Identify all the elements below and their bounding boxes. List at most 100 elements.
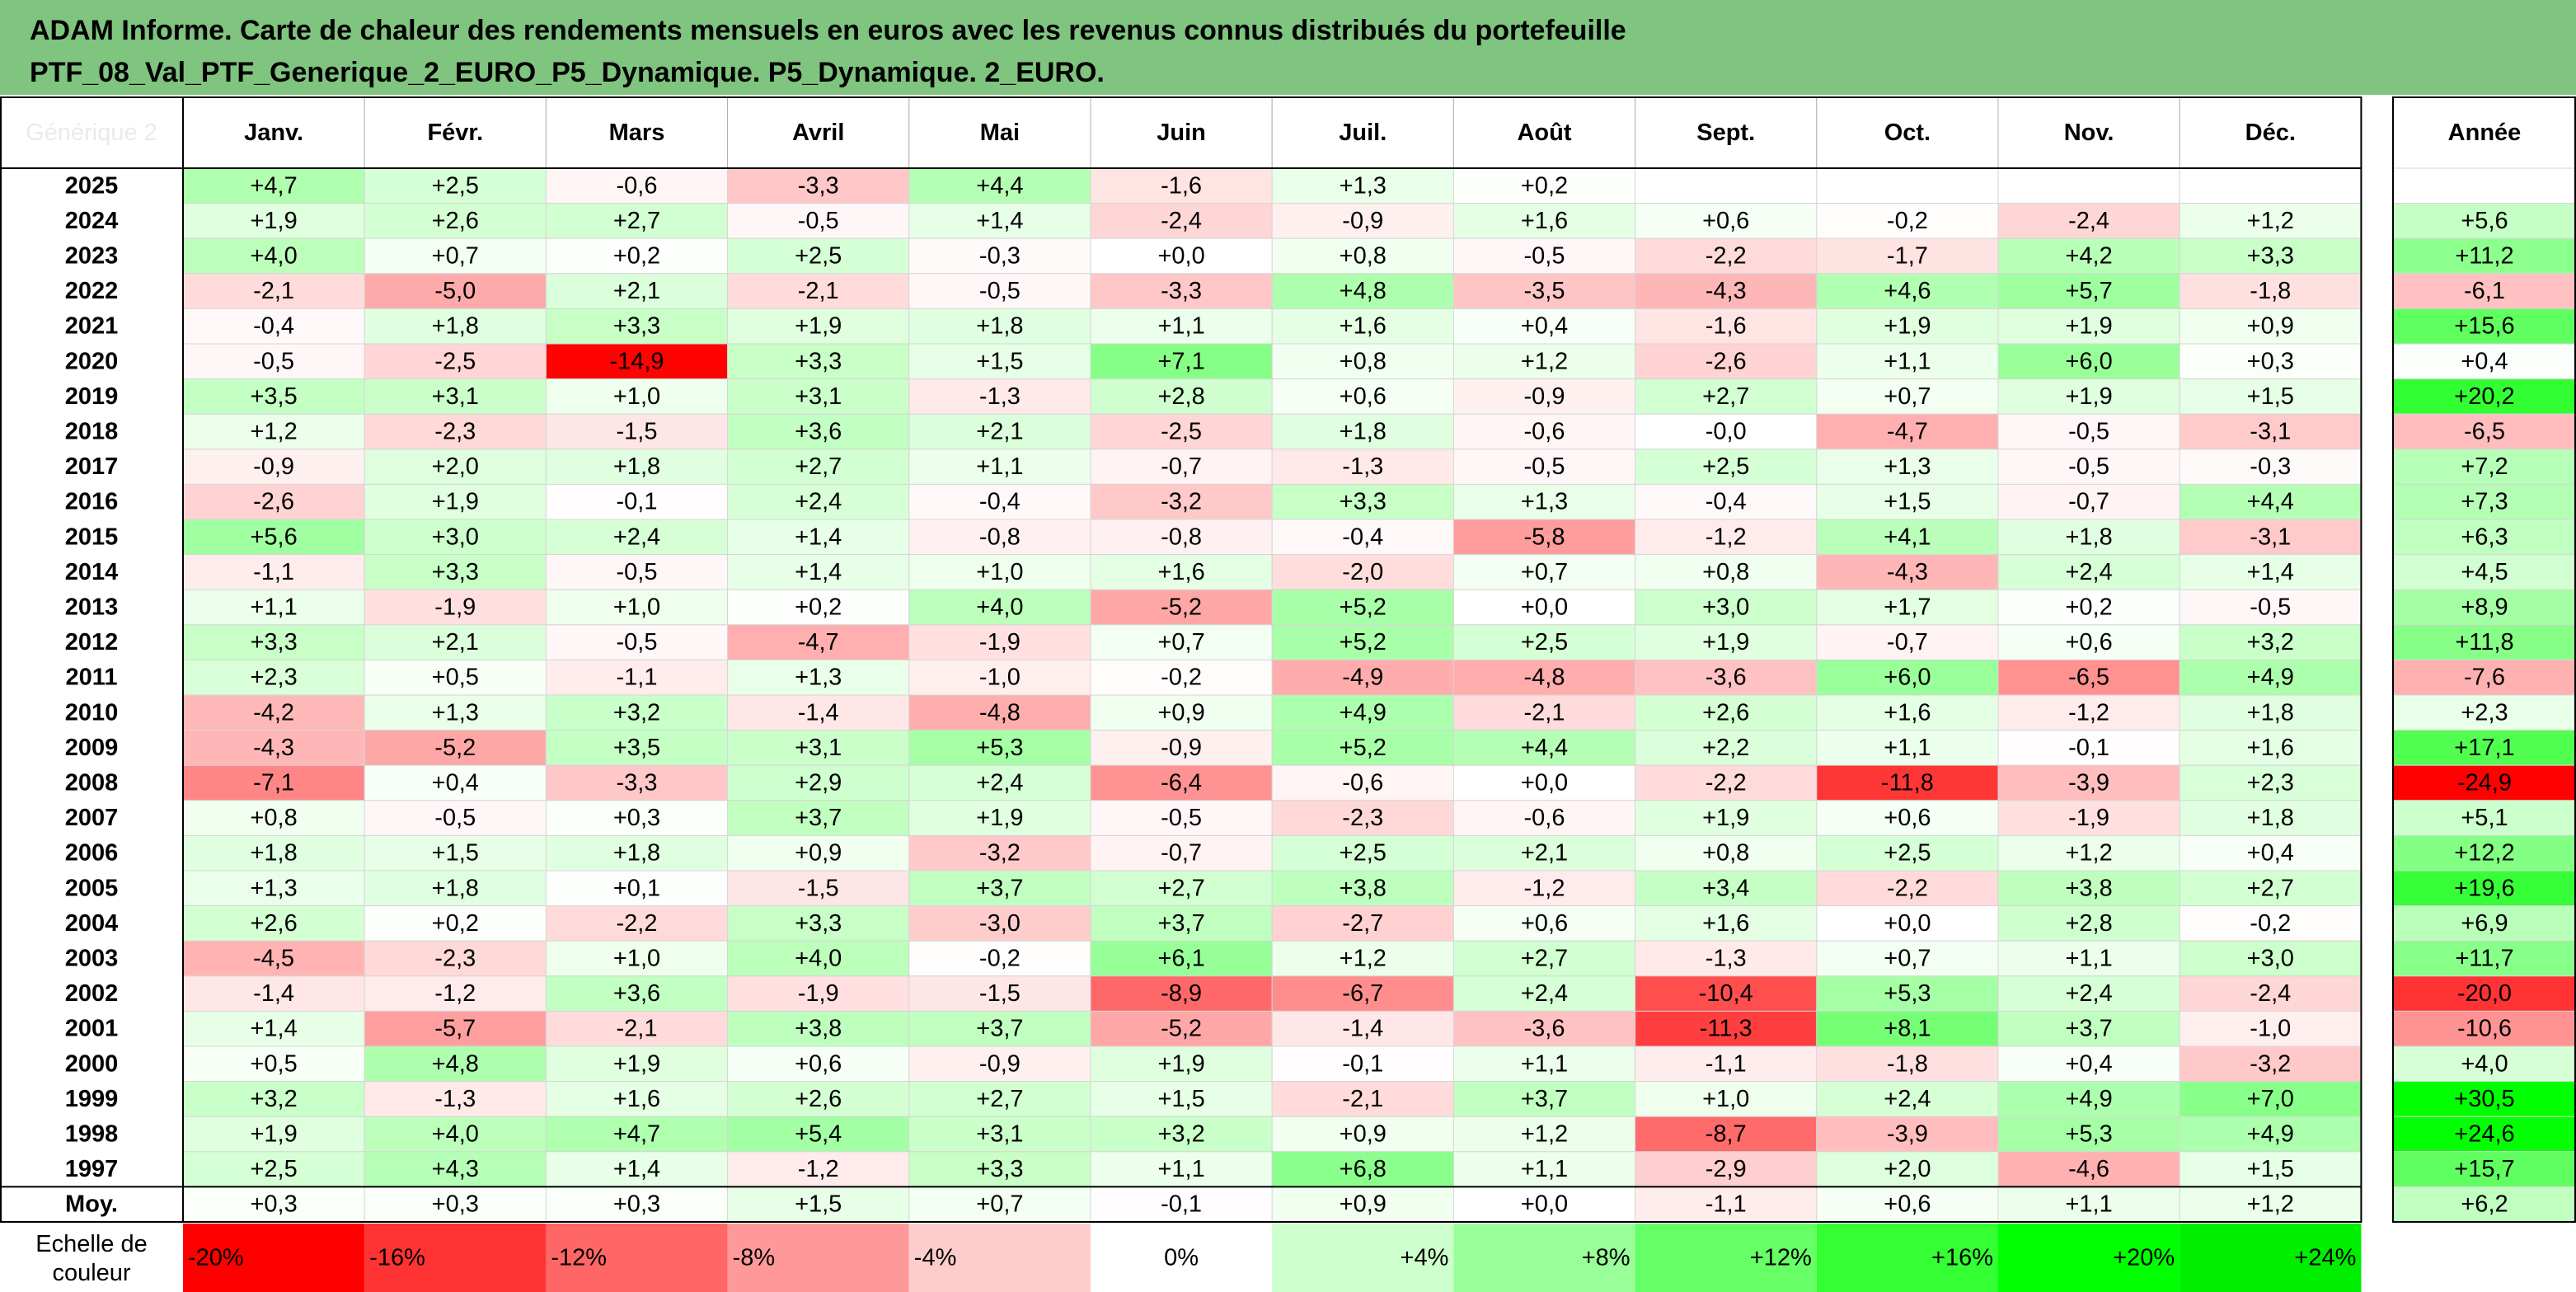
heatmap-cell	[1090, 308, 1273, 345]
heatmap-cell	[1816, 519, 1999, 556]
heatmap-cell	[908, 624, 1091, 660]
cell-value: +2,4	[795, 489, 842, 515]
cell-value: +1,4	[250, 1016, 297, 1042]
year-total-value: +17,1	[2454, 735, 2514, 761]
year-total-cell	[2392, 449, 2576, 485]
cell-value: -6,7	[1342, 980, 1383, 1007]
heatmap-cell	[182, 730, 365, 766]
heatmap-cell	[1816, 589, 1999, 626]
heatmap-cell	[1452, 694, 1636, 731]
cell-value: -1,9	[979, 629, 1021, 655]
cell-value: -0,5	[2068, 419, 2109, 445]
cell-value: +6,1	[1157, 946, 1204, 972]
report-title: ADAM Informe. Carte de chaleur des rende…	[0, 0, 2576, 95]
year-total-value: +4,5	[2461, 559, 2508, 585]
heatmap-cell	[1635, 483, 1818, 520]
cell-value: +1,6	[1157, 559, 1204, 585]
heatmap-cell	[727, 905, 910, 942]
heatmap-cell	[1090, 519, 1273, 556]
cell-value: +1,1	[1884, 735, 1931, 761]
heatmap-cell	[545, 589, 729, 626]
year-row-label: 2000	[65, 1050, 119, 1077]
heatmap-cell	[182, 519, 365, 556]
cell-value: -1,4	[798, 699, 839, 726]
heatmap-cell	[364, 659, 547, 696]
cell-value: +0,4	[432, 770, 479, 796]
heatmap-cell	[2179, 624, 2362, 660]
cell-value: +0,6	[1884, 1191, 1931, 1218]
cell-value: +2,7	[1157, 875, 1204, 901]
heatmap-cell	[1997, 203, 2180, 239]
cell-value: +0,0	[1884, 910, 1931, 937]
heatmap-cell	[1997, 273, 2180, 309]
cell-value: -7,1	[253, 770, 294, 796]
cell-value: +3,8	[1340, 875, 1387, 901]
cell-value: +2,5	[1340, 840, 1387, 867]
cell-value: +5,2	[1340, 629, 1387, 655]
heatmap-cell	[1816, 308, 1999, 345]
cell-value: -5,8	[1524, 524, 1565, 550]
cell-value: +1,9	[432, 489, 479, 515]
heatmap-cell	[364, 413, 547, 450]
heatmap-cell	[182, 694, 365, 731]
heatmap-cell	[1997, 554, 2180, 590]
heatmap-cell	[727, 519, 910, 556]
cell-value: -0,5	[617, 629, 658, 655]
cell-value: +2,6	[432, 208, 479, 234]
year-total-value: +6,2	[2461, 1191, 2508, 1218]
cell-value: +0,6	[795, 1050, 842, 1077]
cell-value: +2,1	[976, 419, 1023, 445]
cell-value: +3,7	[2065, 1016, 2112, 1042]
year-total-value: +20,2	[2454, 383, 2514, 410]
heatmap-cell	[1090, 905, 1273, 942]
year-total-cell	[2392, 519, 2576, 556]
heatmap-cell	[1090, 764, 1273, 801]
cell-value: +1,2	[1340, 946, 1387, 972]
heatmap-cell	[1816, 1151, 1999, 1187]
heatmap-cell	[1452, 1151, 1636, 1187]
cell-value: +1,9	[795, 313, 842, 340]
cell-value: +7,0	[2247, 1086, 2294, 1112]
cell-value: -1,9	[434, 594, 476, 621]
heatmap-cell	[908, 905, 1091, 942]
year-total-cell	[2392, 764, 2576, 801]
heatmap-cell	[1997, 519, 2180, 556]
heatmap-cell	[1635, 167, 1818, 204]
cell-value: -0,3	[979, 243, 1021, 270]
heatmap-cell	[1452, 308, 1636, 345]
cell-value: +1,0	[613, 946, 660, 972]
cell-value: -0,6	[617, 172, 658, 199]
cell-value: +1,1	[1521, 1156, 1568, 1182]
cell-value: -0,7	[1887, 629, 1928, 655]
cell-value: +2,7	[1521, 946, 1568, 972]
cell-value: +1,2	[2247, 208, 2294, 234]
heatmap-cell	[364, 1045, 547, 1083]
cell-value: -0,5	[1161, 805, 1202, 831]
year-row-label: 2003	[65, 946, 119, 972]
cell-value: +3,2	[250, 1086, 297, 1112]
cell-value: -1,2	[434, 980, 476, 1007]
year-row-label: 2009	[65, 735, 119, 761]
year-total-value: +11,8	[2455, 629, 2513, 655]
scale-stop-label: +8%	[1582, 1245, 1631, 1271]
cell-value: +3,2	[1157, 1121, 1204, 1148]
heatmap-cell	[1090, 237, 1273, 275]
heatmap-cell	[182, 1186, 365, 1223]
cell-value: -2,1	[1524, 699, 1565, 726]
year-total-cell	[2392, 167, 2576, 204]
cell-value: +3,3	[795, 910, 842, 937]
cell-value: +1,4	[795, 524, 842, 550]
heatmap-cell	[1090, 378, 1273, 415]
cell-value: +4,0	[432, 1121, 479, 1148]
year-total-value: +5,6	[2461, 208, 2508, 234]
cell-value: +0,3	[432, 1191, 479, 1218]
cell-value: -3,2	[1161, 489, 1202, 515]
cell-value: -0,9	[1524, 383, 1565, 410]
heatmap-cell	[727, 1151, 910, 1187]
cell-value: -3,3	[617, 770, 658, 796]
heatmap-cell	[1271, 343, 1454, 380]
heatmap-cell	[1997, 870, 2180, 907]
heatmap-cell	[2179, 1186, 2362, 1223]
heatmap-cell	[364, 730, 547, 766]
cell-value: +1,1	[1521, 1050, 1568, 1077]
